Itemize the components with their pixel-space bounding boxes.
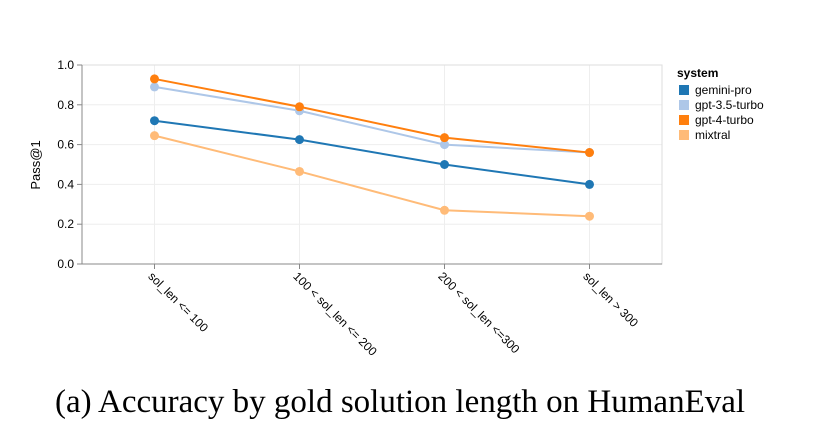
series-line [154,119,590,186]
y-axis: 0.0 0.2 0.4 0.6 0.8 1.0 [57,58,83,271]
series-gpt-4-turbo [150,74,594,158]
data-point [440,140,449,150]
y-tick-label: 0.4 [57,177,74,191]
legend-swatch [679,130,689,140]
legend-label: gpt-3.5-turbo [695,98,764,112]
x-tick-label: 100 < sol_len <= 200 [290,269,380,359]
x-tick-label: sol_len > 300 [580,269,641,330]
legend-swatch [679,115,689,125]
data-point [295,102,304,112]
data-point [440,205,449,215]
series-line [154,77,590,154]
legend-label: mixtral [695,128,730,142]
data-point [585,211,594,221]
legend-swatch [679,100,689,110]
legend-title: system [677,66,718,80]
x-tick-label: sol_len <= 100 [145,269,211,335]
y-axis-title: Pass@1 [28,140,43,189]
data-point [440,133,449,143]
data-point [295,166,304,176]
grid [82,64,662,265]
legend: system gemini-progpt-3.5-turbogpt-4-turb… [677,66,764,142]
y-tick-label: 0.0 [57,257,74,271]
x-axis: sol_len <= 100 100 < sol_len <= 200 200 < … [82,263,662,359]
data-point [150,82,159,92]
data-point [150,131,159,141]
series-group [150,74,594,221]
legend-swatch [679,85,689,95]
figure-caption: (a) Accuracy by gold solution length on … [54,384,746,420]
series-gemini-pro [150,116,594,189]
y-tick-label: 0.8 [57,98,74,112]
data-point [150,116,159,126]
data-point [295,135,304,145]
y-tick-label: 0.2 [57,217,74,231]
x-tick-label: 200 < sol_len <=300 [435,269,522,356]
data-point [585,179,594,189]
data-point [585,148,594,158]
series-mixtral [150,131,594,221]
series-line [154,134,590,218]
y-tick-label: 1.0 [57,58,74,72]
legend-label: gpt-4-turbo [695,113,754,127]
data-point [150,74,159,84]
plot-frame [81,64,663,265]
line-chart: 0.0 0.2 0.4 0.6 0.8 1.0 sol_len <= 100 100 < s… [28,58,764,359]
legend-label: gemini-pro [695,83,752,97]
y-tick-label: 0.6 [57,138,74,152]
series-line [154,85,590,154]
data-point [440,160,449,169]
